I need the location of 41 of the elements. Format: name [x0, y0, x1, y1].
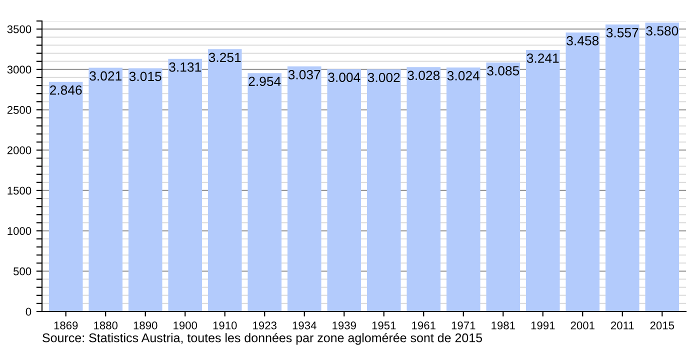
- data-label: 3.241: [526, 54, 559, 63]
- source-note: Source: Statistics Austria, toutes les données par zone aglomérée sont de 2015: [42, 332, 482, 345]
- y-tick-label: 3000: [7, 66, 32, 74]
- data-label: 3.028: [408, 70, 440, 80]
- data-label: 3.557: [606, 28, 638, 38]
- data-label: 2.954: [248, 76, 281, 86]
- x-tick-label: 1900: [174, 322, 198, 330]
- x-tick-label: 2001: [570, 322, 594, 330]
- data-label: 3.037: [288, 70, 320, 80]
- x-tick-label: 1890: [134, 322, 158, 330]
- y-tick-label: 2500: [7, 106, 32, 114]
- data-label: 3.021: [90, 71, 122, 81]
- x-tick-label: 2011: [611, 322, 634, 330]
- y-tick-label: 1500: [8, 186, 32, 195]
- x-tick-label: 1923: [253, 322, 276, 330]
- data-label: 3.015: [129, 72, 162, 82]
- data-label: 3.004: [328, 72, 360, 82]
- data-label: 3.251: [208, 52, 241, 62]
- x-tick-label: 1880: [94, 322, 118, 330]
- data-label: 3.458: [566, 36, 599, 46]
- y-tick-label: 1000: [8, 227, 32, 235]
- x-tick-label: 1951: [372, 322, 396, 330]
- x-tick-label: 2015: [650, 322, 674, 330]
- data-label: 3.024: [447, 71, 480, 80]
- x-tick-label: 1981: [492, 322, 515, 330]
- data-label: 3.085: [487, 66, 520, 76]
- x-tick-label: 1939: [332, 322, 356, 330]
- y-tick-label: 500: [13, 267, 32, 276]
- data-label: 3.580: [646, 26, 678, 36]
- y-tick-label: 2000: [7, 146, 32, 154]
- x-tick-label: 1961: [412, 322, 436, 330]
- x-tick-label: 1971: [452, 322, 476, 330]
- x-tick-label: 1934: [292, 322, 316, 330]
- x-tick-label: 1910: [213, 322, 237, 330]
- x-tick-label: 1991: [531, 322, 555, 330]
- data-label: 3.002: [368, 72, 400, 82]
- y-tick-label: 0: [26, 308, 32, 316]
- data-label: 3.131: [169, 62, 201, 72]
- x-tick-label: 1869: [54, 322, 78, 330]
- y-tick-label: 3500: [7, 25, 32, 34]
- data-label: 2.846: [50, 85, 82, 95]
